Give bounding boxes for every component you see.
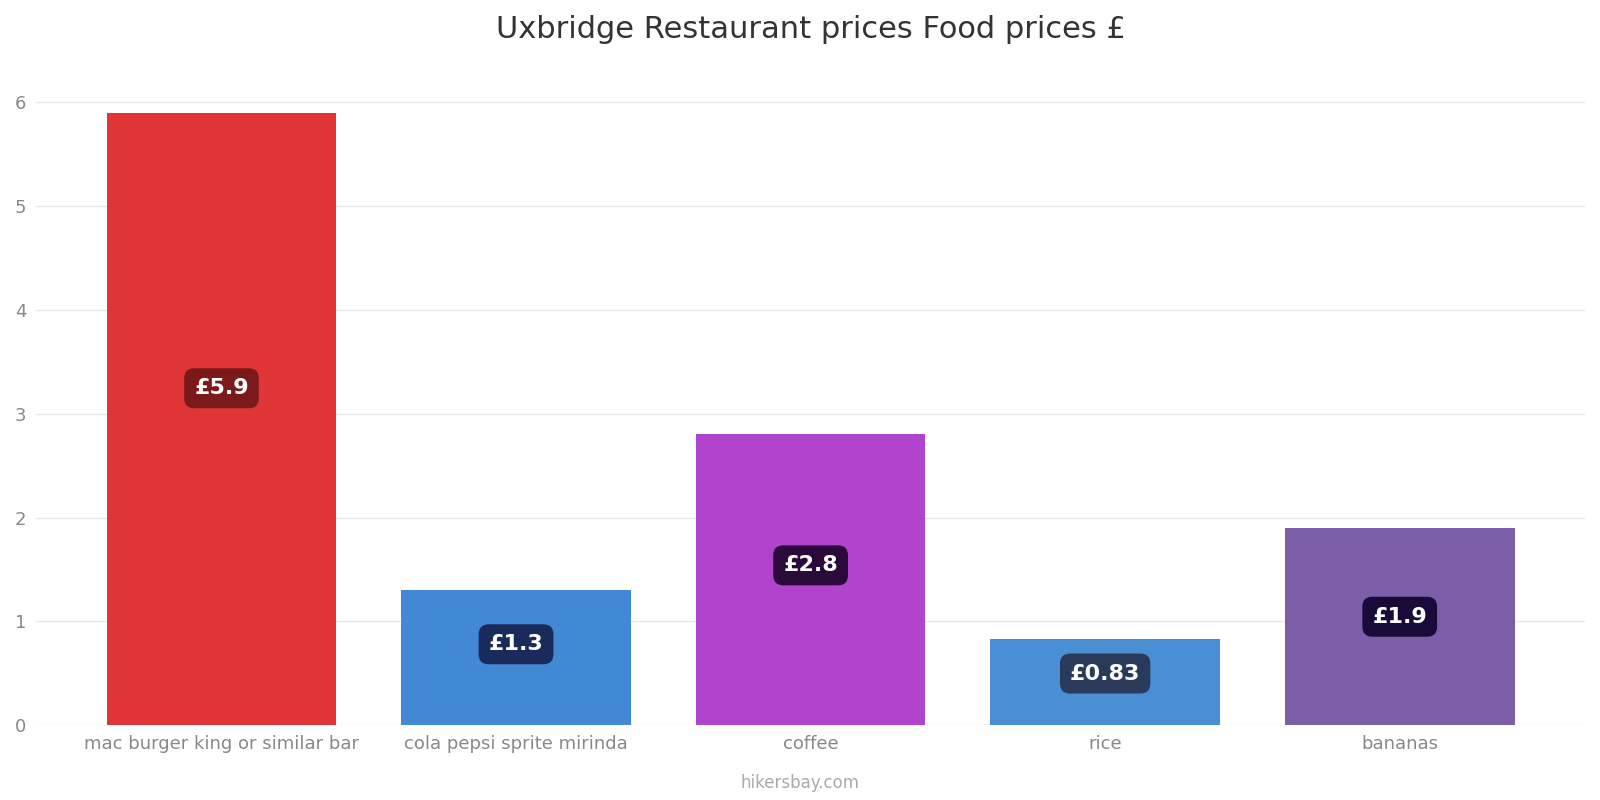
Bar <box>990 639 1221 726</box>
Text: hikersbay.com: hikersbay.com <box>741 774 859 792</box>
Text: £1.9: £1.9 <box>1373 606 1427 626</box>
Bar <box>107 113 336 726</box>
Bar <box>1285 528 1515 726</box>
Bar <box>402 590 630 726</box>
Text: £2.8: £2.8 <box>784 555 838 575</box>
Text: £1.3: £1.3 <box>488 634 544 654</box>
Title: Uxbridge Restaurant prices Food prices £: Uxbridge Restaurant prices Food prices £ <box>496 15 1125 44</box>
Text: £0.83: £0.83 <box>1070 663 1141 683</box>
Text: £5.9: £5.9 <box>194 378 250 398</box>
Bar <box>696 434 925 726</box>
